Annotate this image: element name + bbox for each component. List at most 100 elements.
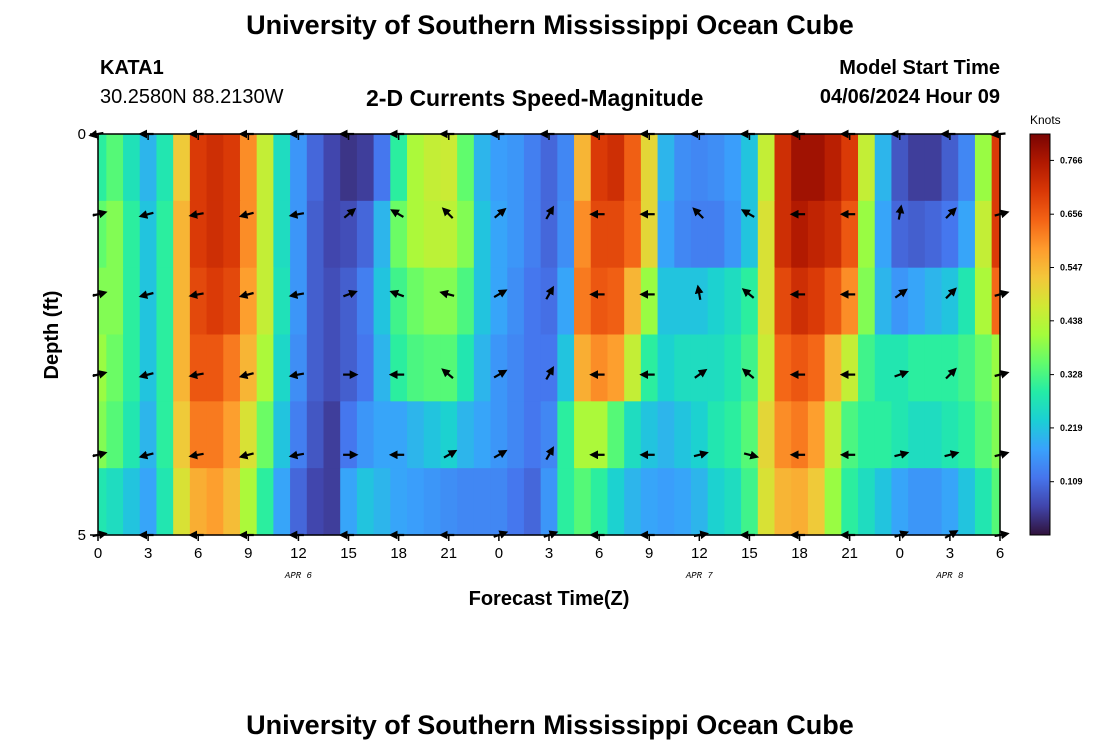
heatmap-cell	[724, 134, 742, 202]
heatmap-cell	[824, 267, 842, 336]
heatmap-cell	[473, 200, 492, 269]
current-vector-arrow	[439, 289, 455, 299]
heatmap-cell	[507, 267, 525, 336]
current-vector-arrow	[493, 369, 508, 379]
heatmap-cell	[974, 134, 993, 202]
heatmap-cell	[390, 134, 408, 202]
heatmap-cell	[173, 401, 191, 469]
current-vector-arrow	[390, 209, 404, 218]
current-vector-arrow	[894, 450, 910, 459]
heatmap-cell	[657, 334, 675, 402]
current-vector-arrow	[238, 370, 254, 380]
heatmap-cell	[540, 267, 558, 336]
heatmap-cell	[540, 334, 558, 402]
current-vector-arrow	[493, 207, 507, 219]
heatmap-cell	[741, 134, 759, 202]
heatmap-cell	[791, 134, 809, 202]
station-id: KATA1	[100, 57, 164, 79]
heatmap-cell	[390, 401, 408, 469]
colorbar-tick-label: 0.656	[1060, 209, 1083, 219]
heatmap-cell	[741, 200, 759, 269]
heatmap-cell	[908, 134, 926, 202]
heatmap-cell	[891, 468, 909, 536]
heatmap-cell	[173, 334, 191, 402]
heatmap-cell	[958, 267, 976, 336]
heatmap-cell	[407, 200, 425, 269]
x-tick-label: 9	[244, 545, 252, 562]
y-tick-label: 5	[78, 527, 86, 544]
heatmap-cell	[189, 334, 208, 402]
heatmap-cell	[523, 334, 542, 402]
heatmap-cell	[473, 401, 492, 469]
heatmap-cell	[457, 267, 475, 336]
current-vector-arrow	[545, 446, 554, 461]
heatmap-cell	[724, 334, 742, 402]
heatmap-cell	[807, 334, 826, 402]
current-vector-arrow	[138, 370, 154, 380]
heatmap-cell	[874, 334, 893, 402]
heatmap-cell	[223, 200, 241, 269]
heatmap-cell	[340, 468, 358, 536]
heatmap-cell	[290, 401, 308, 469]
x-tick-label: 6	[996, 545, 1004, 562]
heatmap-cell	[690, 200, 709, 269]
current-vector-arrow	[493, 449, 508, 459]
heatmap-cell	[173, 134, 191, 202]
heatmap-cell	[540, 200, 558, 269]
heatmap-cell	[106, 334, 124, 402]
heatmap-cell	[557, 200, 575, 269]
heatmap-cell	[858, 267, 876, 336]
current-vector-arrow	[895, 204, 905, 220]
heatmap-cell	[791, 468, 809, 536]
heatmap-cell	[841, 401, 859, 469]
current-vector-arrow	[288, 370, 305, 380]
heatmap-cell	[239, 401, 258, 469]
heatmap-cell	[974, 267, 993, 336]
heatmap-cell	[757, 334, 776, 402]
heatmap-cell	[473, 334, 492, 402]
heatmap-cell	[407, 134, 425, 202]
heatmap-cell	[908, 200, 926, 269]
heatmap-cell	[607, 267, 625, 336]
heatmap-cell	[858, 468, 876, 536]
heatmap-cell	[189, 401, 208, 469]
heatmap-cell	[574, 468, 592, 536]
heatmap-cell	[440, 200, 458, 269]
heatmap-cell	[423, 134, 442, 202]
heatmap-cell	[390, 200, 408, 269]
heatmap-cell	[624, 334, 642, 402]
heatmap-cell	[574, 200, 592, 269]
current-vector-arrow	[389, 289, 405, 299]
current-vector-arrow	[894, 288, 908, 299]
model-start-label: Model Start Time	[839, 57, 1000, 79]
heatmap-cell	[858, 401, 876, 469]
colorbar-tick-label: 0.547	[1060, 263, 1083, 273]
heatmap-cell	[139, 468, 158, 536]
heatmap-cell	[156, 134, 174, 202]
chart-title: University of Southern Mississippi Ocean…	[246, 10, 854, 40]
heatmap-cell	[440, 267, 458, 336]
heatmap-cell	[540, 401, 558, 469]
heatmap-cell	[657, 134, 675, 202]
x-axis: 0 3 6 9 12 15 18 21 0 3 6 9 12 15 18 21 0 3 6	[94, 134, 1004, 562]
x-tick-label: 0	[495, 545, 503, 562]
heatmap-cell	[557, 334, 575, 402]
heatmap-cell	[423, 468, 442, 536]
heatmap-cell	[757, 468, 776, 536]
x-tick-label: 6	[595, 545, 603, 562]
heatmap-cell	[791, 200, 809, 269]
heatmap-cell	[440, 334, 458, 402]
chart-subtitle: 2-D Currents Speed-Magnitude	[366, 85, 704, 111]
heatmap-cell	[189, 267, 208, 336]
heatmap-cell	[189, 200, 208, 269]
x-tick-label: 0	[896, 545, 904, 562]
x-tick-label: 3	[144, 545, 152, 562]
heatmap-cell	[356, 267, 375, 336]
heatmap-cell	[607, 134, 625, 202]
heatmap-cell	[273, 334, 291, 402]
current-vector-arrow	[238, 450, 254, 460]
heatmap-cell	[490, 267, 508, 336]
heatmap-cell	[590, 267, 609, 336]
x-tick-label: 15	[741, 545, 758, 562]
heatmap-cell	[139, 267, 158, 336]
